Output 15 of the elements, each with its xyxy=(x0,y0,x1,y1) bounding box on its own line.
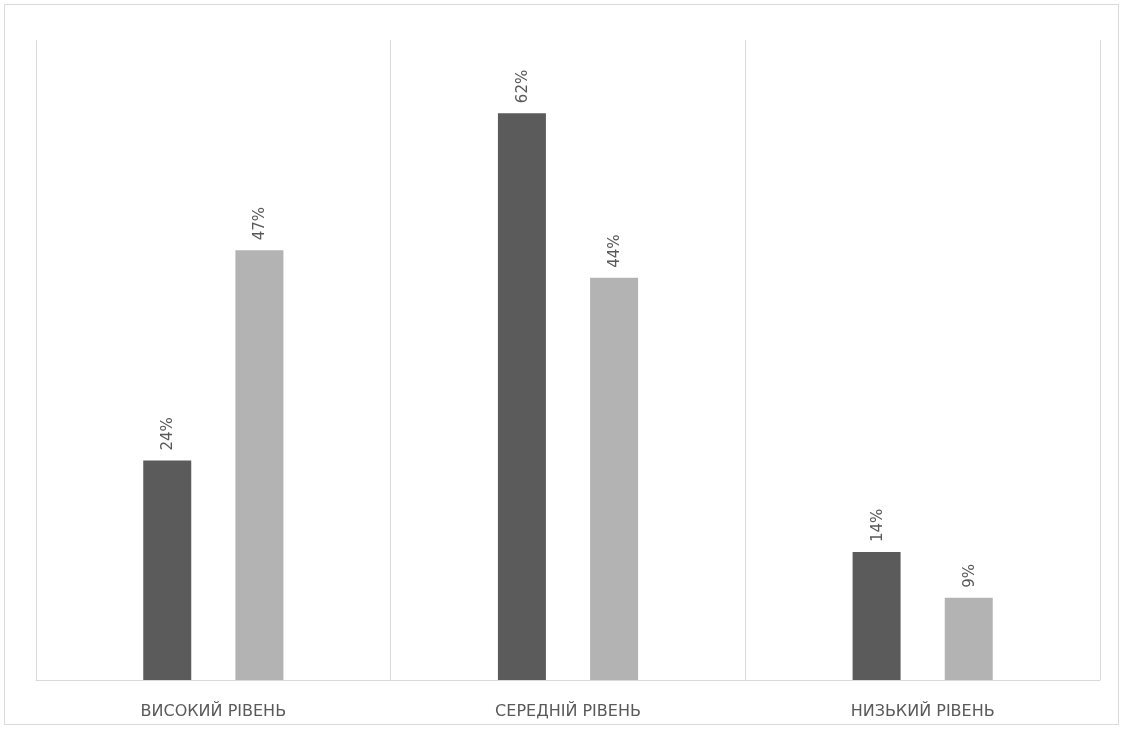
bar xyxy=(944,597,993,680)
bar xyxy=(590,277,639,680)
x-tick-label: ВИСОКИЙ РІВЕНЬ xyxy=(140,700,287,720)
data-label: 44% xyxy=(605,234,624,268)
bar xyxy=(235,250,284,680)
bar xyxy=(143,460,192,680)
data-label: 24% xyxy=(158,417,177,451)
data-label: 14% xyxy=(867,508,886,542)
x-tick-label: НИЗЬКИЙ РІВЕНЬ xyxy=(850,700,995,720)
bar xyxy=(852,552,901,680)
bar xyxy=(497,113,546,680)
data-label: 9% xyxy=(959,563,978,588)
x-tick-label: СЕРЕДНІЙ РІВЕНЬ xyxy=(495,700,641,720)
data-label: 47% xyxy=(250,206,269,241)
data-label: 62% xyxy=(512,69,531,104)
